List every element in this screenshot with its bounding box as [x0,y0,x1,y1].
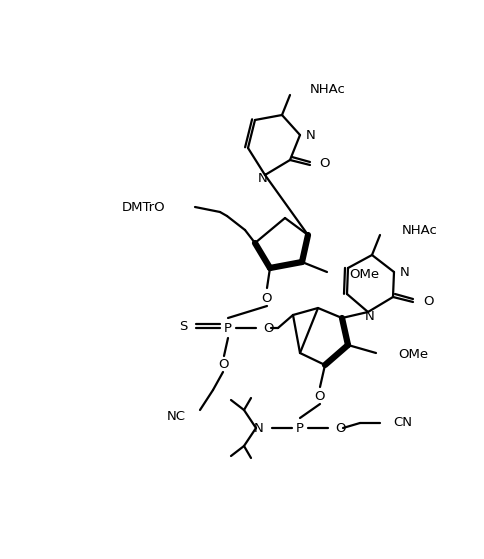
Text: O: O [314,390,325,402]
Text: S: S [179,320,188,333]
Text: N: N [399,266,409,278]
Text: CN: CN [392,416,411,429]
Text: NC: NC [166,410,186,423]
Text: O: O [318,157,329,169]
Text: NHAc: NHAc [309,83,345,96]
Text: N: N [364,310,374,323]
Text: DMTrO: DMTrO [121,201,165,214]
Text: OMe: OMe [397,348,427,362]
Text: N: N [305,129,315,141]
Text: N: N [257,172,267,184]
Text: O: O [334,421,345,434]
Text: O: O [218,358,229,371]
Text: OMe: OMe [348,268,378,281]
Text: NHAc: NHAc [401,224,437,236]
Text: O: O [422,295,433,307]
Text: P: P [295,421,303,434]
Text: P: P [224,321,231,334]
Text: O: O [262,321,273,334]
Text: O: O [261,291,272,305]
Text: N: N [254,421,263,434]
